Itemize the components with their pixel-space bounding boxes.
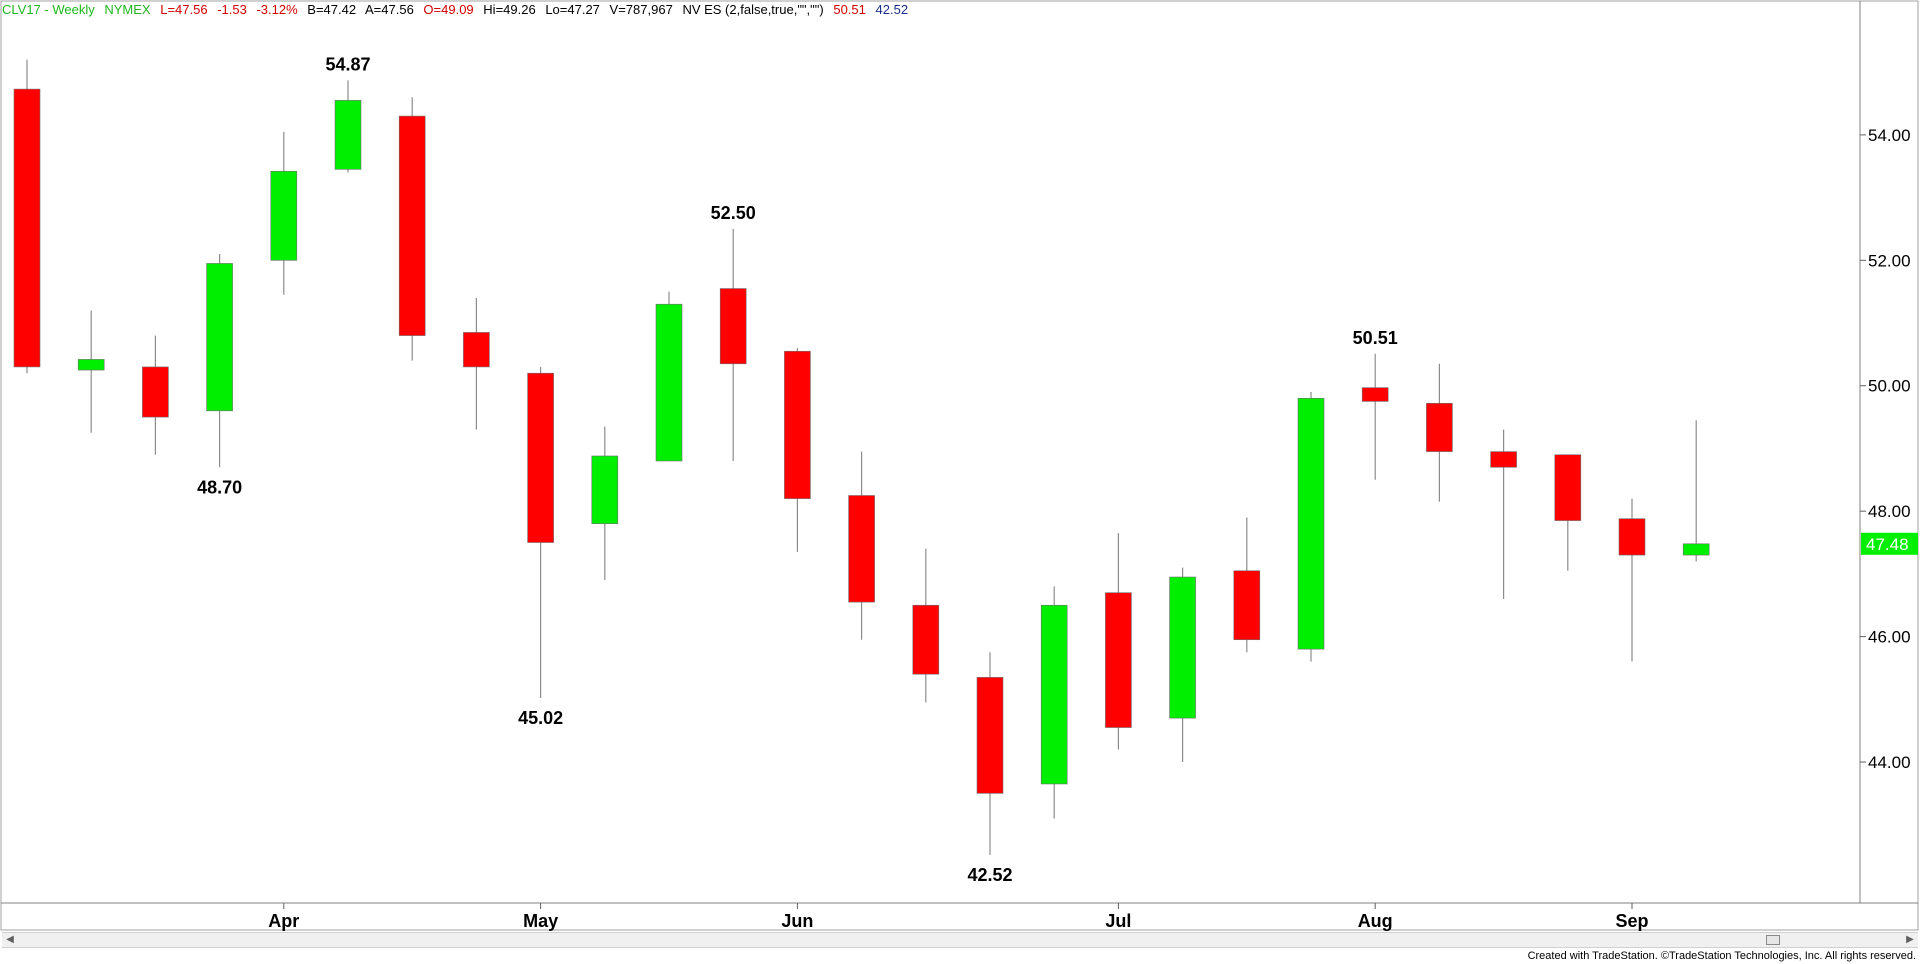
indicator-value-low: 42.52 (875, 2, 909, 17)
candle-body-up[interactable] (1682, 543, 1710, 556)
horizontal-scrollbar[interactable]: ◀ ▶ (2, 932, 1918, 948)
price-axis: 44.00 46.00 48.00 50.00 52.00 54.00 (1860, 126, 1911, 772)
plot-border (0, 0, 1919, 931)
time-tick-label: Sep (1615, 911, 1648, 931)
candle-body-down[interactable] (1618, 518, 1646, 556)
price-annotation: 50.51 (1353, 328, 1398, 348)
last-price-readout: L=47.56 (160, 2, 208, 17)
candle-body-up[interactable] (1297, 397, 1325, 650)
price-annotation: 45.02 (518, 708, 563, 728)
change-pct-readout: -3.12% (256, 2, 298, 17)
price-annotation: 52.50 (711, 203, 756, 223)
high-readout: Hi=49.26 (483, 2, 536, 17)
indicator-value-high: 50.51 (833, 2, 866, 17)
body-layer (13, 88, 1710, 794)
candle-body-up[interactable] (334, 100, 362, 170)
last-price-marker: 47.48 (1861, 532, 1918, 555)
price-tick-label: 48.00 (1868, 502, 1911, 521)
volume-readout: V=787,967 (609, 2, 673, 17)
chart-header: CLV17 - Weekly NYMEX L=47.56 -1.53 -3.12… (2, 2, 914, 18)
open-readout: O=49.09 (423, 2, 474, 17)
candle-body-down[interactable] (976, 677, 1004, 794)
candle-body-down[interactable] (13, 88, 41, 368)
candle-body-down[interactable] (784, 350, 811, 499)
time-tick-label: Jun (781, 911, 813, 931)
price-annotation: 54.87 (325, 54, 370, 74)
candle-body-down[interactable] (1490, 451, 1517, 468)
time-tick-label: Jul (1105, 911, 1131, 931)
candle-body-up[interactable] (1040, 604, 1068, 785)
candle-body-up[interactable] (77, 359, 105, 371)
candle-body-up[interactable] (655, 303, 683, 462)
time-tick-label: Aug (1358, 911, 1393, 931)
candle-body-down[interactable] (463, 332, 490, 368)
copyright-credit: Created with TradeStation. ©TradeStation… (1527, 950, 1916, 962)
candle-body-down[interactable] (1361, 387, 1389, 402)
candle-body-down[interactable] (398, 115, 426, 336)
time-tick-label: Apr (268, 911, 299, 931)
bid-readout: B=47.42 (307, 2, 357, 17)
candle-body-down[interactable] (527, 372, 554, 543)
candle-body-down[interactable] (1426, 403, 1453, 452)
scroll-thumb[interactable] (1766, 935, 1780, 945)
candle-body-down[interactable] (848, 495, 875, 603)
last-price-label: 47.48 (1866, 535, 1909, 554)
symbol-label: CLV17 - Weekly (2, 2, 95, 17)
annotation-layer: 54.87 48.70 45.02 52.50 42.52 50.51 (197, 54, 1398, 885)
low-readout: Lo=47.27 (545, 2, 600, 17)
candle-body-up[interactable] (1169, 576, 1196, 719)
candle-body-down[interactable] (1233, 570, 1261, 641)
scroll-left-arrow-icon[interactable]: ◀ (6, 934, 14, 945)
price-tick-label: 52.00 (1868, 251, 1911, 270)
candle-body-down[interactable] (1554, 454, 1582, 521)
exchange-label: NYMEX (104, 2, 151, 17)
price-tick-label: 50.00 (1868, 377, 1911, 396)
candle-body-down[interactable] (719, 288, 747, 365)
candle-body-down[interactable] (1105, 592, 1132, 728)
scroll-right-arrow-icon[interactable]: ▶ (1906, 934, 1914, 945)
candle-body-down[interactable] (142, 366, 169, 418)
candle-body-up[interactable] (591, 455, 619, 525)
last-price-badge (1861, 532, 1918, 555)
price-annotation: 42.52 (967, 865, 1012, 885)
time-tick-label: May (523, 911, 558, 931)
candle-body-up[interactable] (206, 263, 233, 412)
price-annotation: 48.70 (197, 477, 242, 497)
candle-body-down[interactable] (912, 604, 940, 675)
indicator-label: NV ES (2,false,true,"","") (682, 2, 824, 17)
change-readout: -1.53 (217, 2, 247, 17)
price-tick-label: 54.00 (1868, 126, 1911, 145)
ask-readout: A=47.56 (365, 2, 414, 17)
price-tick-label: 46.00 (1868, 628, 1911, 647)
price-tick-label: 44.00 (1868, 753, 1911, 772)
time-axis: Apr May Jun Jul Aug Sep (268, 903, 1649, 931)
candle-body-up[interactable] (270, 170, 298, 261)
